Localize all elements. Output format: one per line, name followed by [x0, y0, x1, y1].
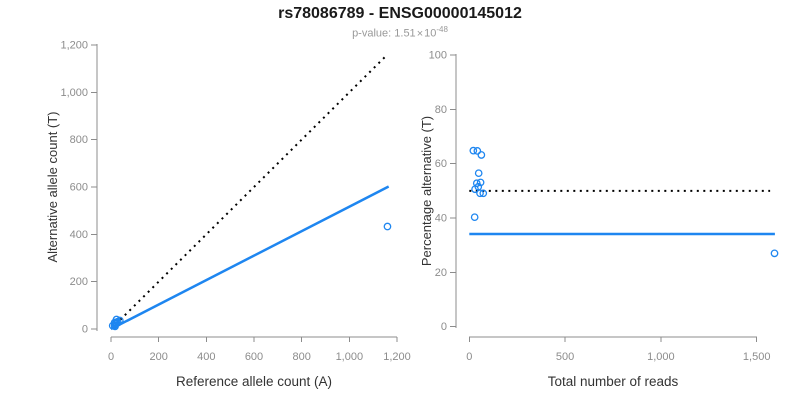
data-point [115, 316, 124, 325]
x-tick-label: 1,200 [383, 351, 411, 363]
x-axis-title: Total number of reads [548, 374, 679, 389]
x-tick-label: 0 [108, 351, 114, 363]
y-axis: 0 20 40 60 80 100 Percentage alternative (T) [419, 50, 457, 333]
x-tick-label: 1,000 [647, 351, 675, 363]
data-points [108, 222, 392, 331]
pvalue-exponent: -48 [436, 25, 448, 34]
x-tick-label: 0 [466, 351, 472, 363]
data-point [477, 151, 486, 159]
y-tick-label: 0 [441, 321, 447, 333]
y-tick-label: 400 [70, 229, 88, 241]
x-axis: 0 500 1,000 1,500 Total number of reads [466, 336, 771, 389]
x-axis: 0 200 400 600 800 1,000 1,200 Reference allele … [108, 336, 411, 389]
data-point [770, 249, 779, 258]
y-tick-label: 1,000 [60, 87, 88, 99]
x-tick-label: 400 [197, 351, 215, 363]
trend-line [110, 185, 390, 331]
data-point [383, 222, 392, 231]
identity-line [110, 53, 389, 330]
y-tick-label: 60 [435, 158, 447, 170]
y-tick-label: 100 [429, 50, 447, 62]
data-point [469, 146, 478, 155]
y-tick-label: 80 [435, 104, 447, 116]
data-point [479, 189, 488, 198]
data-point [470, 213, 479, 222]
y-tick-label: 1,200 [60, 40, 88, 52]
pvalue-base: 10 [424, 27, 437, 40]
y-tick-label: 200 [70, 276, 88, 288]
data-point [474, 169, 483, 178]
x-tick-label: 200 [149, 351, 167, 363]
allele-counts-plot: 0 200 400 600 800 1,000 1,200 Alternative allel… [45, 40, 411, 390]
y-axis-title: Alternative allele count (T) [45, 111, 60, 262]
y-tick-label: 600 [70, 182, 88, 194]
plot-title: rs78086789 - ENSG00000145012 [278, 5, 522, 22]
y-tick-label: 20 [435, 267, 447, 279]
data-point [111, 322, 119, 331]
y-tick-label: 800 [70, 134, 88, 146]
x-tick-label: 800 [292, 351, 310, 363]
x-tick-label: 1,500 [743, 351, 771, 363]
y-tick-label: 0 [82, 324, 88, 336]
percentage-alternative-plot: 0 20 40 60 80 100 Percentage alternative (T) 0 5… [419, 50, 779, 389]
y-tick-label: 40 [435, 213, 447, 225]
data-point [476, 189, 484, 198]
data-point [476, 178, 485, 187]
pvalue-mantissa: 1.51 [394, 27, 416, 40]
data-point [471, 185, 479, 194]
data-points [469, 146, 779, 258]
y-axis: 0 200 400 600 800 1,000 1,200 Alternative allel… [45, 40, 98, 336]
y-axis-title: Percentage alternative (T) [419, 116, 434, 266]
x-axis-title: Reference allele count (A) [176, 374, 332, 389]
x-tick-label: 1,000 [336, 351, 364, 363]
x-tick-label: 600 [245, 351, 263, 363]
pvalue-prefix: p-value: [352, 27, 395, 40]
data-point [473, 147, 482, 155]
pvalue-times: × [416, 27, 424, 40]
plot-subtitle: p-value: 1.51×10-48 [0, 25, 800, 40]
x-tick-label: 500 [556, 351, 574, 363]
